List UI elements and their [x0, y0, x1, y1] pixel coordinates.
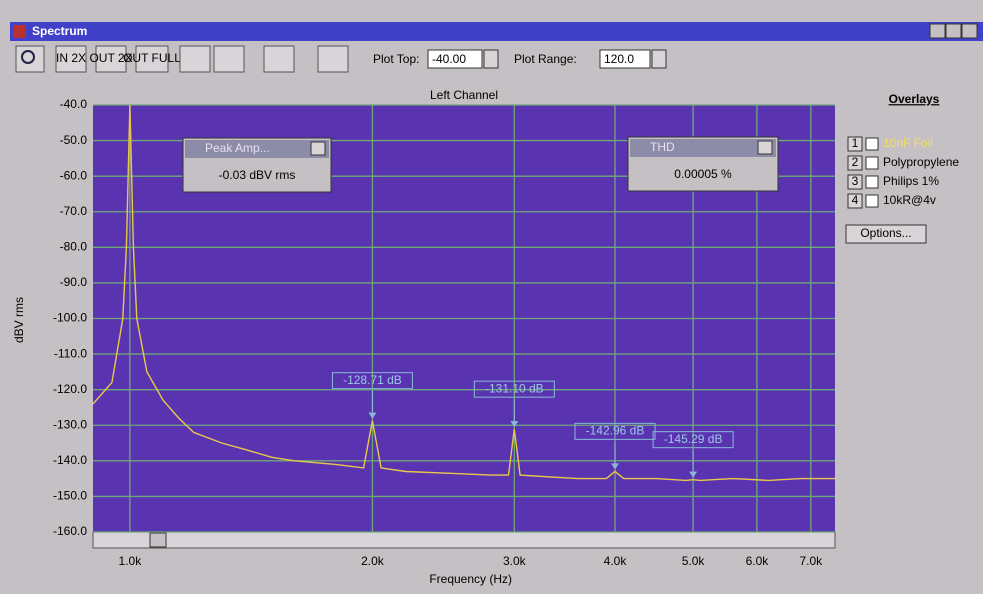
spinner[interactable]	[651, 49, 667, 69]
plot-top-value: -40.00	[432, 52, 466, 66]
y-tick-label: -120.0	[53, 382, 87, 396]
plot-top-label: Plot Top:	[373, 52, 419, 66]
options-button[interactable]	[845, 224, 927, 244]
marker-arrowhead	[510, 421, 519, 428]
marker-label: -131.10 dB	[485, 381, 544, 395]
plot-range-label: Plot Range:	[514, 52, 577, 66]
popup-title: Peak Amp...	[205, 141, 270, 155]
x-tick-label: 7.0k	[800, 554, 824, 568]
popup-close[interactable]	[757, 140, 773, 155]
overlays-panel: Overlays 1 10nF Foil 2 Polypropylene 3 Philips…	[845, 92, 959, 244]
marker-label: -145.29 dB	[664, 432, 723, 446]
plot-top-input[interactable]	[427, 49, 483, 69]
overlay-number-box	[847, 193, 863, 209]
y-tick-label: -50.0	[60, 133, 88, 147]
overlay-number-box	[847, 174, 863, 190]
y-tick-label: -160.0	[53, 524, 87, 538]
scrollbar[interactable]	[92, 531, 836, 549]
y-tick-label: -100.0	[53, 311, 87, 325]
overlay-label: Polypropylene	[883, 155, 959, 169]
y-tick-label: -40.0	[60, 97, 88, 111]
options-label: Options...	[860, 226, 911, 240]
in2x-button[interactable]	[55, 45, 87, 73]
cursor-button[interactable]	[317, 45, 349, 73]
y-tick-label: -80.0	[60, 240, 88, 254]
chart: -40.0 -50.0 -60.0 -70.0 -80.0 -90.0 -100.0 -110…	[53, 97, 835, 568]
y-tick-label: -60.0	[60, 168, 88, 182]
popup-value: 0.00005 %	[674, 167, 732, 181]
button-label: OUT FULL	[123, 51, 181, 65]
overlay-label: Philips 1%	[883, 174, 939, 188]
marker-label-box	[331, 372, 413, 390]
y-tick-label: -150.0	[53, 489, 87, 503]
marker-label: -128.71 dB	[343, 373, 402, 387]
x-tick-label: 3.0k	[503, 554, 527, 568]
marker-arrowhead	[368, 412, 377, 419]
marker-label-box	[652, 431, 734, 449]
overlay-checkbox[interactable]	[865, 156, 879, 170]
popup-close[interactable]	[310, 141, 326, 156]
chart-title: Left Channel	[430, 88, 498, 102]
outfull-button[interactable]	[135, 45, 169, 73]
overlay-number: 3	[852, 174, 859, 188]
overlay-number: 4	[852, 193, 859, 207]
spinner[interactable]	[483, 49, 499, 69]
window-title: Spectrum	[32, 24, 87, 38]
overlay-label: 10nF Foil	[883, 136, 933, 150]
overlay-label: 10kR@4v	[883, 193, 936, 207]
marker-arrowhead	[689, 471, 698, 478]
y-tick-label: -90.0	[60, 275, 88, 289]
popup-value: -0.03 dBV rms	[219, 168, 296, 182]
marker-label-box	[473, 380, 555, 398]
overlay-number-box	[847, 136, 863, 152]
x-tick-label: 4.0k	[604, 554, 628, 568]
x-axis-label: Frequency (Hz)	[429, 572, 512, 586]
title-bar	[10, 22, 983, 41]
spectrum-line	[92, 104, 835, 482]
x-tick-label: 2.0k	[361, 554, 385, 568]
icon	[21, 50, 35, 64]
button-label: OUT 2X	[89, 51, 132, 65]
overlay-checkbox[interactable]	[865, 175, 879, 189]
overlay-number-box	[847, 155, 863, 171]
bar-view-button[interactable]	[213, 45, 245, 73]
popup-header	[630, 139, 776, 157]
x-tick-label: 1.0k	[119, 554, 143, 568]
y-axis-label: dBV rms	[12, 297, 26, 343]
plot-range-input[interactable]	[599, 49, 651, 69]
y-tick-label: -130.0	[53, 417, 87, 431]
overlay-number: 2	[852, 155, 859, 169]
close[interactable]	[961, 23, 978, 39]
app-icon	[13, 25, 26, 38]
popups: Peak Amp... -0.03 dBV rms THD 0.00005 %	[182, 136, 779, 193]
marker-arrowhead	[611, 463, 620, 470]
popup-header	[185, 140, 329, 158]
overlay-checkbox[interactable]	[865, 137, 879, 151]
minimize[interactable]	[929, 23, 946, 39]
popup-title: THD	[650, 140, 675, 154]
x-tick-label: 6.0k	[746, 554, 770, 568]
marker-label: -142.96 dB	[586, 424, 645, 438]
line-view-button[interactable]	[179, 45, 211, 73]
y-tick-label: -140.0	[53, 453, 87, 467]
overlay-number: 1	[852, 136, 859, 150]
scroll-thumb[interactable]	[149, 532, 167, 548]
y-tick-label: -70.0	[60, 204, 88, 218]
table-button[interactable]	[263, 45, 295, 73]
x-tick-label: 5.0k	[682, 554, 706, 568]
out2x-button[interactable]	[95, 45, 127, 73]
overlay-checkbox[interactable]	[865, 194, 879, 208]
overlays-title: Overlays	[889, 92, 940, 106]
zoom-button[interactable]	[15, 45, 45, 73]
plot-range-value: 120.0	[604, 52, 634, 66]
toolbar: IN 2X OUT 2X OUT FULL Plot Top: -40.00 P…	[15, 45, 667, 73]
y-tick-label: -110.0	[54, 346, 87, 360]
maximize[interactable]	[945, 23, 962, 39]
button-label: IN 2X	[56, 51, 86, 65]
